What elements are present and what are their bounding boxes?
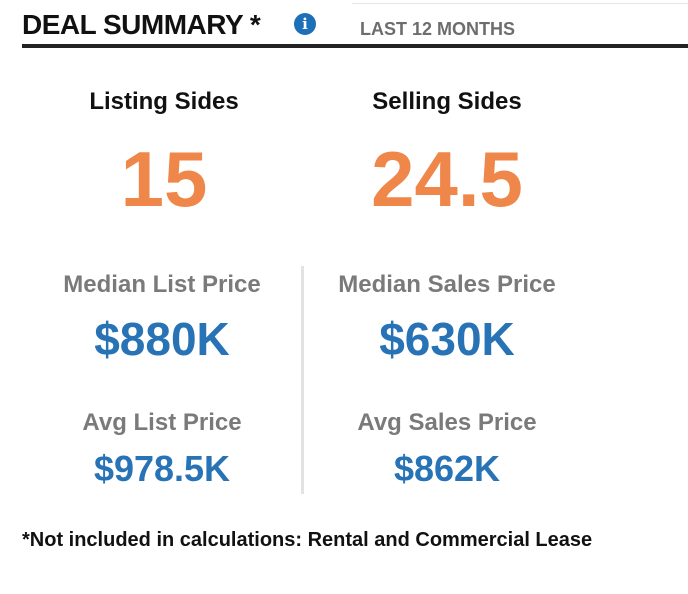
section-title: DEAL SUMMARY * [22,9,261,40]
header-underline [22,44,688,48]
median-sales-price-value: $630K [379,313,515,365]
selling-sides-value: 24.5 [371,135,523,223]
column-divider [301,266,304,494]
median-list-price-label: Median List Price [63,271,261,298]
listing-sides-label: Listing Sides [89,88,239,115]
listing-sides-value: 15 [120,135,208,223]
avg-sales-price-label: Avg Sales Price [357,409,537,436]
selling-sides-label: Selling Sides [372,88,522,115]
avg-list-price-label: Avg List Price [82,409,242,436]
section-header: DEAL SUMMARY * i LAST 12 MONTHS [22,8,688,44]
median-list-price-value: $880K [94,313,230,365]
footnote: *Not included in calculations: Rental an… [22,529,593,551]
avg-list-price-value: $978.5K [93,448,231,489]
info-icon[interactable]: i [294,13,316,35]
avg-sales-price-value: $862K [393,448,501,489]
top-divider [352,3,688,4]
median-sales-price-label: Median Sales Price [338,271,556,298]
time-period-label: LAST 12 MONTHS [360,19,516,39]
